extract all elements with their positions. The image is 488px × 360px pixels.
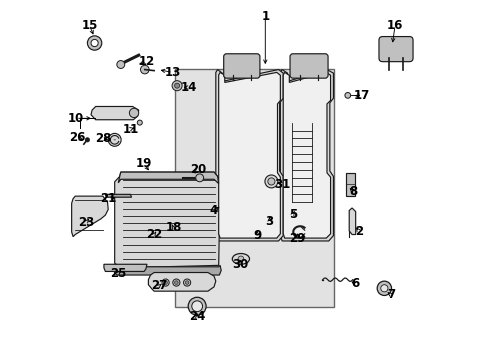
Polygon shape (72, 196, 108, 237)
Circle shape (129, 108, 139, 118)
Polygon shape (348, 208, 355, 234)
FancyBboxPatch shape (223, 54, 260, 78)
Text: 23: 23 (78, 216, 94, 229)
Circle shape (183, 279, 190, 286)
Circle shape (264, 175, 277, 188)
Bar (345, 173, 354, 196)
Text: 12: 12 (139, 55, 155, 68)
Text: 16: 16 (386, 19, 403, 32)
Circle shape (140, 65, 149, 74)
Text: 26: 26 (69, 131, 86, 144)
Text: 27: 27 (151, 279, 167, 292)
Circle shape (85, 138, 89, 142)
Circle shape (188, 297, 206, 315)
Circle shape (380, 285, 387, 292)
Text: 14: 14 (181, 81, 197, 94)
Text: 24: 24 (188, 310, 205, 324)
Circle shape (91, 40, 98, 46)
Text: 4: 4 (209, 204, 218, 217)
Circle shape (117, 60, 124, 68)
Text: 17: 17 (353, 89, 369, 102)
Text: 20: 20 (189, 163, 205, 176)
Text: 19: 19 (136, 157, 152, 170)
Circle shape (87, 36, 102, 50)
Text: 11: 11 (122, 122, 138, 136)
Circle shape (174, 281, 178, 284)
Text: 7: 7 (386, 288, 394, 301)
Text: 13: 13 (164, 66, 181, 79)
Text: 8: 8 (348, 185, 357, 198)
Polygon shape (118, 172, 218, 184)
Polygon shape (218, 72, 280, 238)
Polygon shape (105, 194, 131, 197)
Polygon shape (215, 69, 283, 241)
Circle shape (267, 178, 274, 185)
Circle shape (376, 281, 391, 296)
Polygon shape (104, 264, 147, 271)
Circle shape (162, 279, 169, 286)
Text: 10: 10 (68, 112, 84, 125)
Text: 21: 21 (100, 192, 116, 205)
Text: 30: 30 (232, 258, 248, 271)
Circle shape (137, 120, 142, 125)
Text: 31: 31 (273, 178, 290, 191)
Circle shape (185, 281, 188, 284)
Text: 1: 1 (261, 10, 269, 23)
Bar (174, 69, 333, 307)
Circle shape (238, 256, 244, 262)
Text: 29: 29 (289, 231, 305, 244)
Text: 6: 6 (350, 278, 358, 291)
Text: 25: 25 (110, 267, 126, 280)
FancyBboxPatch shape (289, 54, 327, 78)
Circle shape (344, 93, 350, 98)
Text: 3: 3 (265, 215, 273, 228)
Circle shape (174, 83, 179, 88)
Text: 22: 22 (146, 228, 162, 241)
Polygon shape (115, 172, 220, 268)
Text: 15: 15 (81, 19, 98, 32)
Polygon shape (113, 265, 221, 275)
Circle shape (172, 81, 182, 91)
Ellipse shape (232, 253, 249, 264)
Circle shape (195, 174, 203, 182)
Text: 5: 5 (288, 208, 296, 221)
Text: 28: 28 (95, 132, 111, 145)
Text: 2: 2 (354, 225, 363, 238)
Polygon shape (148, 273, 215, 291)
Polygon shape (280, 69, 333, 241)
Polygon shape (283, 72, 330, 238)
Polygon shape (91, 107, 139, 120)
FancyBboxPatch shape (378, 37, 412, 62)
Text: 9: 9 (252, 229, 261, 242)
Text: 18: 18 (165, 221, 182, 234)
Circle shape (191, 301, 202, 312)
Circle shape (163, 281, 167, 284)
Circle shape (108, 134, 121, 146)
Circle shape (172, 279, 180, 286)
